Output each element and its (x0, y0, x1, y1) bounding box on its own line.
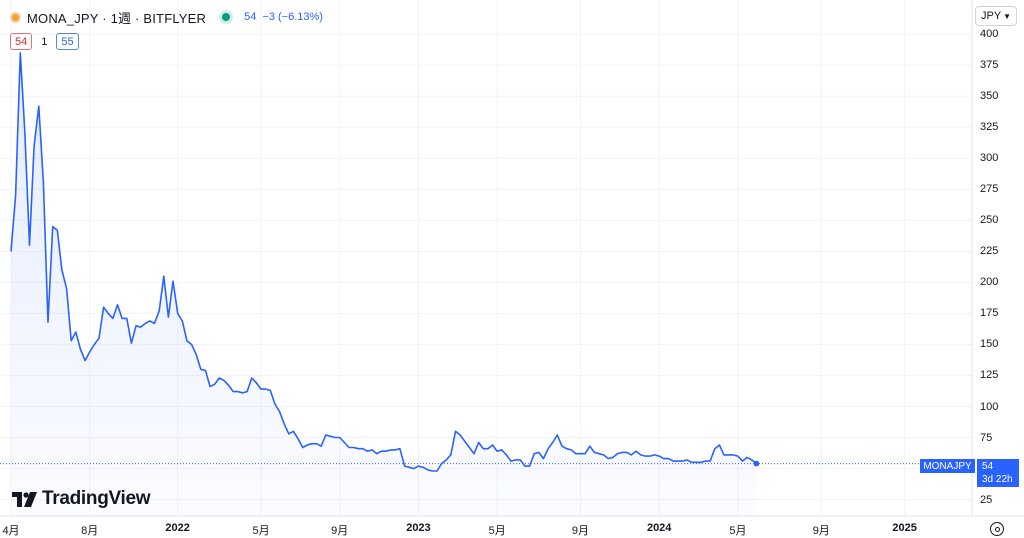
symbol-title[interactable]: MONA_JPY · 1週 · BITFLYER (27, 10, 207, 26)
settings-icon[interactable] (990, 522, 1004, 536)
time-tick-label: 9月 (331, 525, 349, 537)
tradingview-logo[interactable]: TradingView (12, 488, 151, 510)
market-open-icon (222, 13, 231, 21)
sell-button[interactable]: 54 (10, 33, 33, 50)
currency-select[interactable]: JPY ▼ (975, 6, 1017, 26)
tradingview-logo-text: TradingView (42, 488, 151, 509)
price-tick-label: 200 (980, 276, 999, 289)
time-tick-label: 9月 (812, 525, 830, 537)
price-tick-label: 250 (980, 214, 999, 227)
price-area-fill (11, 52, 757, 517)
price-tick-label: 75 (980, 431, 993, 444)
header-change: −3 (−6.13%) (262, 11, 323, 23)
bar-countdown: 3d 22h (982, 474, 1013, 485)
price-axis-label-price: 54 (982, 461, 994, 472)
header-price: 54 (244, 11, 257, 23)
price-tick-label: 125 (980, 369, 999, 382)
price-tick-label: 400 (980, 28, 999, 41)
buy-button[interactable]: 55 (56, 33, 79, 50)
time-tick-label: 5月 (729, 525, 747, 537)
price-axis-label: 54 3d 22h (977, 459, 1019, 487)
time-tick-label: 5月 (252, 525, 270, 537)
price-tick-label: 150 (980, 338, 999, 351)
time-tick-label: 5月 (488, 525, 506, 537)
price-tick-label: 375 (980, 59, 999, 72)
time-tick-label: 4月 (2, 525, 20, 537)
price-tick-label: 350 (980, 90, 999, 103)
price-tick-label: 175 (980, 307, 999, 320)
symbol-price-label: MONAJPY (920, 459, 975, 473)
price-series-line (10, 52, 757, 472)
last-price-dot (753, 460, 760, 467)
price-tick-label: 325 (980, 121, 999, 134)
price-tick-label: 275 (980, 183, 999, 196)
currency-value: JPY (981, 10, 1002, 22)
time-tick-label: 2024 (646, 522, 672, 534)
price-tick-label: 300 (980, 152, 999, 165)
price-tick-label: 25 (980, 493, 993, 506)
chart-header: MONA_JPY · 1週 · BITFLYER 54 −3 (−6.13%) (10, 8, 323, 26)
price-tick-label: 225 (980, 245, 999, 258)
quote-row: 54 1 55 (10, 33, 79, 50)
time-tick-label: 2023 (406, 522, 431, 534)
spread-value: 1 (41, 35, 48, 48)
time-tick-label: 8月 (81, 525, 99, 537)
price-tick-label: 100 (980, 400, 999, 413)
time-tick-label: 9月 (571, 525, 590, 537)
time-tick-label: 2022 (165, 522, 190, 534)
time-tick-label: 2025 (892, 522, 917, 534)
monacoin-icon (10, 11, 21, 23)
chevron-down-icon: ▼ (1003, 12, 1011, 21)
tradingview-logo-icon (12, 491, 37, 507)
